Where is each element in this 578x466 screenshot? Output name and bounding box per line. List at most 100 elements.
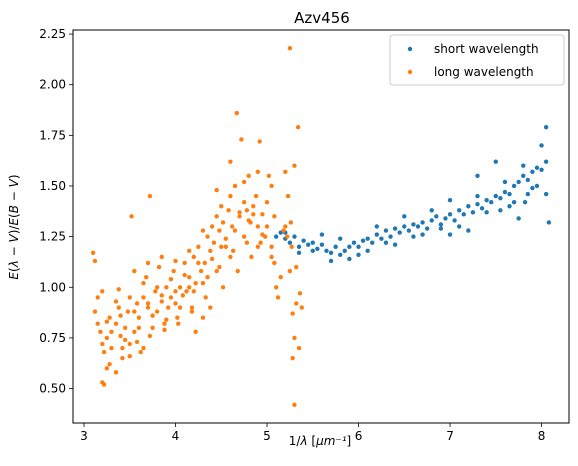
- data-point-long-wavelength: [205, 274, 210, 280]
- data-point-short-wavelength: [461, 212, 466, 217]
- data-point-long-wavelength: [100, 289, 105, 294]
- data-point-short-wavelength: [319, 242, 325, 247]
- y-tick-label: 1.50: [39, 179, 66, 193]
- data-point-long-wavelength: [154, 309, 160, 314]
- data-point-short-wavelength: [342, 248, 347, 254]
- data-point-long-wavelength: [127, 341, 132, 347]
- data-points: [90, 46, 552, 407]
- data-point-long-wavelength: [171, 268, 176, 274]
- data-point-short-wavelength: [511, 199, 517, 205]
- data-point-long-wavelength: [132, 309, 137, 314]
- data-point-long-wavelength: [153, 289, 158, 294]
- data-point-long-wavelength: [125, 309, 131, 314]
- data-point-short-wavelength: [456, 208, 462, 213]
- data-point-long-wavelength: [113, 370, 119, 375]
- data-point-short-wavelength: [475, 193, 480, 199]
- data-point-short-wavelength: [434, 214, 439, 219]
- data-point-short-wavelength: [447, 212, 453, 217]
- data-point-long-wavelength: [257, 139, 262, 144]
- data-point-short-wavelength: [310, 248, 315, 254]
- y-tick-label: 1.00: [39, 280, 66, 294]
- data-point-long-wavelength: [134, 339, 140, 345]
- data-point-short-wavelength: [493, 193, 498, 199]
- data-point-short-wavelength: [379, 236, 384, 241]
- data-point-long-wavelength: [235, 268, 240, 274]
- data-point-short-wavelength: [319, 232, 325, 237]
- data-point-short-wavelength: [479, 206, 485, 211]
- data-point-long-wavelength: [191, 254, 196, 260]
- data-point-short-wavelength: [530, 185, 535, 191]
- data-point-long-wavelength: [220, 220, 226, 225]
- data-point-short-wavelength: [383, 228, 389, 233]
- data-point-short-wavelength: [388, 234, 393, 239]
- data-point-long-wavelength: [138, 349, 143, 355]
- data-point-long-wavelength: [176, 321, 181, 326]
- data-point-short-wavelength: [521, 163, 526, 168]
- data-point-long-wavelength: [283, 169, 288, 175]
- data-point-long-wavelength: [292, 163, 297, 168]
- data-point-long-wavelength: [129, 214, 134, 219]
- data-point-short-wavelength: [305, 242, 311, 247]
- data-point-short-wavelength: [438, 222, 444, 227]
- data-point-long-wavelength: [118, 313, 123, 318]
- data-point-short-wavelength: [511, 183, 517, 189]
- data-point-short-wavelength: [424, 226, 430, 231]
- data-point-long-wavelength: [230, 224, 235, 229]
- data-point-short-wavelength: [429, 218, 434, 223]
- data-point-long-wavelength: [255, 244, 261, 249]
- data-point-long-wavelength: [168, 295, 174, 300]
- data-point-long-wavelength: [116, 287, 121, 292]
- data-point-long-wavelength: [228, 159, 233, 164]
- x-tick-label: 6: [355, 429, 363, 443]
- data-point-long-wavelength: [90, 250, 96, 256]
- data-point-long-wavelength: [287, 46, 293, 51]
- data-point-long-wavelength: [230, 248, 236, 254]
- data-point-long-wavelength: [95, 295, 100, 300]
- data-point-long-wavelength: [173, 289, 178, 294]
- data-point-short-wavelength: [406, 228, 412, 233]
- data-point-short-wavelength: [392, 242, 398, 247]
- data-point-long-wavelength: [217, 264, 222, 270]
- x-tick-label: 8: [538, 429, 546, 443]
- data-point-short-wavelength: [530, 169, 535, 175]
- data-point-long-wavelength: [266, 173, 272, 179]
- data-point-long-wavelength: [177, 285, 183, 290]
- data-point-long-wavelength: [246, 218, 251, 223]
- data-point-short-wavelength: [397, 230, 402, 235]
- legend-marker-short-wavelength: [407, 46, 413, 52]
- data-point-long-wavelength: [292, 402, 297, 407]
- data-point-short-wavelength: [402, 214, 407, 219]
- data-point-long-wavelength: [288, 220, 294, 225]
- data-point-short-wavelength: [415, 224, 421, 229]
- data-point-long-wavelength: [209, 224, 215, 229]
- y-axis: 0.50 0.75 1.00 1.25 1.50 1.75 2.00 2.25: [39, 27, 73, 396]
- data-point-long-wavelength: [122, 337, 128, 343]
- data-point-short-wavelength: [411, 234, 416, 239]
- data-point-short-wavelength: [338, 236, 343, 241]
- data-point-long-wavelength: [220, 285, 226, 290]
- data-point-short-wavelength: [493, 159, 498, 164]
- data-point-long-wavelength: [219, 244, 224, 249]
- x-tick-label: 3: [80, 429, 88, 443]
- data-point-long-wavelength: [214, 268, 219, 274]
- data-point-short-wavelength: [351, 240, 357, 245]
- data-point-short-wavelength: [365, 248, 370, 254]
- x-tick-label: 5: [263, 429, 271, 443]
- data-point-long-wavelength: [196, 260, 201, 266]
- data-point-short-wavelength: [447, 232, 453, 237]
- data-point-short-wavelength: [516, 216, 521, 221]
- data-point-short-wavelength: [411, 222, 416, 227]
- data-point-long-wavelength: [162, 321, 167, 326]
- data-point-long-wavelength: [295, 125, 301, 130]
- data-point-long-wavelength: [100, 341, 105, 347]
- data-point-long-wavelength: [141, 281, 146, 286]
- y-tick-label: 1.75: [39, 128, 66, 142]
- data-point-long-wavelength: [253, 193, 259, 199]
- data-point-long-wavelength: [107, 315, 112, 320]
- data-point-long-wavelength: [296, 345, 302, 351]
- data-point-long-wavelength: [209, 256, 215, 262]
- data-point-long-wavelength: [92, 309, 98, 314]
- data-point-long-wavelength: [144, 274, 149, 280]
- data-point-short-wavelength: [443, 216, 448, 221]
